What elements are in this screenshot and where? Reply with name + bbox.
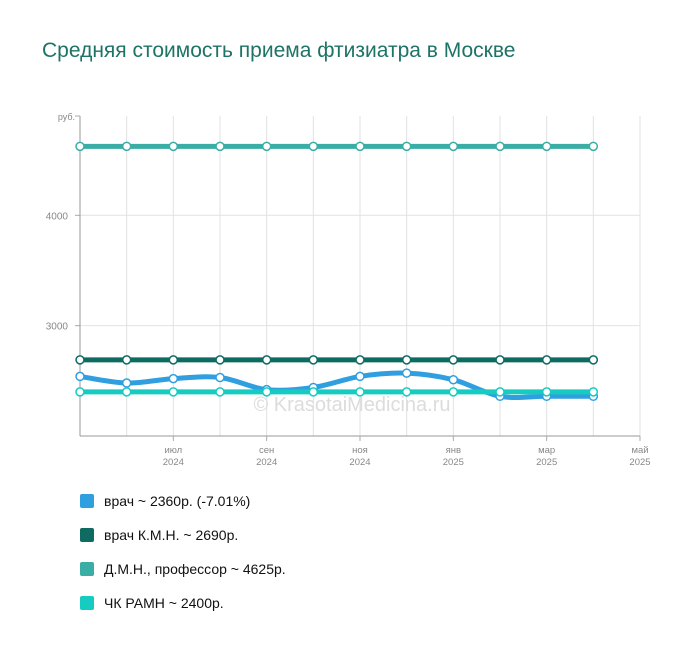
legend-swatch — [80, 494, 94, 508]
data-point[interactable] — [401, 141, 412, 152]
data-point[interactable] — [355, 371, 365, 382]
data-point[interactable] — [588, 141, 599, 152]
data-point[interactable] — [121, 141, 132, 152]
legend-item[interactable]: ЧК РАМН ~ 2400р. — [80, 586, 286, 620]
legend-item[interactable]: врач К.М.Н. ~ 2690р. — [80, 518, 286, 552]
data-point[interactable] — [168, 387, 179, 397]
data-point[interactable] — [495, 355, 505, 365]
data-point[interactable] — [541, 387, 552, 397]
legend-swatch — [80, 528, 94, 542]
data-point[interactable] — [261, 141, 272, 152]
data-point[interactable] — [355, 387, 365, 397]
x-tick-label-year: 2024 — [256, 457, 277, 468]
data-point[interactable] — [168, 373, 179, 384]
series-lines — [77, 143, 596, 400]
legend-label: врач ~ 2360р. (-7.01%) — [104, 493, 251, 509]
data-point[interactable] — [75, 371, 85, 382]
data-point[interactable] — [448, 355, 459, 365]
data-point[interactable] — [308, 355, 319, 365]
data-point[interactable] — [401, 355, 412, 365]
chart-title: Средняя стоимость приема фтизиатра в Мос… — [42, 39, 516, 62]
legend-label: Д.М.Н., профессор ~ 4625р. — [104, 561, 286, 577]
data-point[interactable] — [215, 355, 225, 365]
data-point[interactable] — [448, 141, 459, 152]
data-point[interactable] — [541, 355, 552, 365]
x-tick-label-month: мар — [538, 445, 555, 456]
legend-item[interactable]: Д.М.Н., профессор ~ 4625р. — [80, 552, 286, 586]
x-tick-label-year: 2025 — [443, 457, 464, 468]
x-tick-label-month: ноя — [352, 445, 368, 456]
data-point[interactable] — [121, 387, 132, 397]
data-point[interactable] — [168, 141, 179, 152]
data-point[interactable] — [168, 355, 179, 365]
data-point[interactable] — [355, 355, 365, 365]
data-point[interactable] — [261, 387, 272, 397]
data-point[interactable] — [121, 355, 132, 365]
legend-swatch — [80, 562, 94, 576]
x-tick-label-year: 2024 — [349, 457, 370, 468]
data-point[interactable] — [215, 387, 225, 397]
legend-label: ЧК РАМН ~ 2400р. — [104, 595, 224, 611]
x-tick-label-year: 2025 — [536, 457, 557, 468]
x-tick-label-year: 2024 — [163, 457, 184, 468]
x-tick-label-month: янв — [446, 445, 461, 456]
data-point[interactable] — [75, 387, 85, 397]
legend-item[interactable]: врач ~ 2360р. (-7.01%) — [80, 484, 286, 518]
data-point[interactable] — [541, 141, 552, 152]
data-point[interactable] — [75, 141, 85, 152]
x-tick-label-month: июл — [164, 445, 182, 456]
data-point[interactable] — [308, 387, 319, 397]
y-tick-label: 4000 — [46, 211, 69, 222]
y-tick-label: 3000 — [46, 322, 69, 333]
data-point[interactable] — [308, 141, 319, 152]
data-point[interactable] — [401, 368, 412, 378]
series-points — [75, 141, 599, 402]
data-point[interactable] — [448, 374, 459, 385]
data-point[interactable] — [495, 387, 505, 397]
x-tick-label-month: май — [631, 445, 648, 456]
y-unit-label: руб. — [58, 112, 75, 122]
data-point[interactable] — [448, 387, 459, 397]
data-point[interactable] — [588, 355, 599, 365]
legend: врач ~ 2360р. (-7.01%) врач К.М.Н. ~ 2690… — [80, 484, 286, 620]
watermark: © KrasotaiMedicina.ru — [253, 394, 450, 416]
x-tick-label-month: сен — [259, 445, 274, 456]
data-point[interactable] — [121, 378, 132, 388]
legend-swatch — [80, 596, 94, 610]
data-point[interactable] — [261, 355, 272, 365]
data-point[interactable] — [355, 141, 365, 152]
data-point[interactable] — [588, 387, 599, 397]
grid-lines — [80, 116, 641, 436]
x-tick-label-year: 2025 — [629, 457, 650, 468]
data-point[interactable] — [75, 355, 85, 365]
data-point[interactable] — [215, 141, 225, 152]
data-point[interactable] — [215, 372, 225, 383]
axes: 30004000руб.июл2024сен2024ноя2024янв2025… — [46, 112, 651, 468]
data-point[interactable] — [495, 141, 505, 152]
legend-label: врач К.М.Н. ~ 2690р. — [104, 527, 239, 543]
data-point[interactable] — [401, 387, 412, 397]
